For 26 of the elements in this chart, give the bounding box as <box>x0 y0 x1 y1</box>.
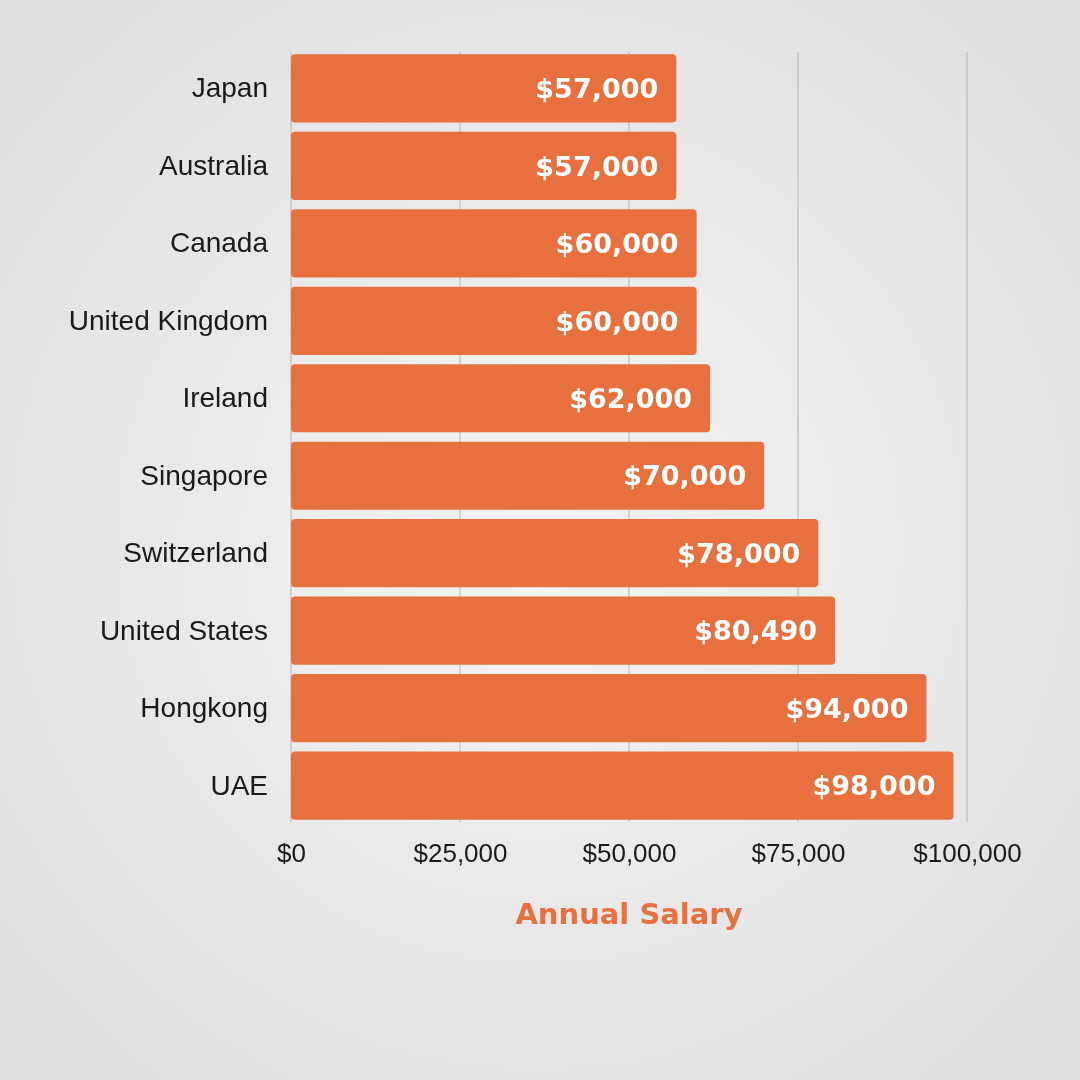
data-label: $60,000 <box>555 305 679 337</box>
data-label: $78,000 <box>677 537 801 569</box>
y-tick-label: Ireland <box>182 382 268 414</box>
y-tick-label: United States <box>99 614 268 646</box>
data-label: $80,490 <box>694 615 818 647</box>
y-tick-label: Canada <box>169 227 269 259</box>
data-label: $70,000 <box>623 460 747 492</box>
x-axis-title: Annual Salary <box>515 897 743 931</box>
data-label: $98,000 <box>812 770 936 802</box>
y-tick-label: United Kingdom <box>68 304 268 336</box>
x-tick-label: $50,000 <box>582 838 677 869</box>
data-label: $57,000 <box>535 150 659 182</box>
y-tick-label: Australia <box>159 149 269 181</box>
data-label: $60,000 <box>555 228 679 260</box>
y-tick-label: Singapore <box>140 459 268 491</box>
x-tick-label: $100,000 <box>913 838 1022 869</box>
data-label: $57,000 <box>535 73 659 105</box>
y-tick-label: Japan <box>191 72 268 104</box>
x-tick-label: $25,000 <box>413 838 508 869</box>
y-tick-label: UAE <box>210 769 268 801</box>
data-label: $94,000 <box>785 692 909 724</box>
y-tick-label: Hongkong <box>140 692 268 724</box>
x-tick-label: $0 <box>277 838 306 869</box>
data-label: $62,000 <box>569 382 693 414</box>
y-tick-label: Switzerland <box>123 537 268 569</box>
x-tick-label: $75,000 <box>751 838 846 869</box>
